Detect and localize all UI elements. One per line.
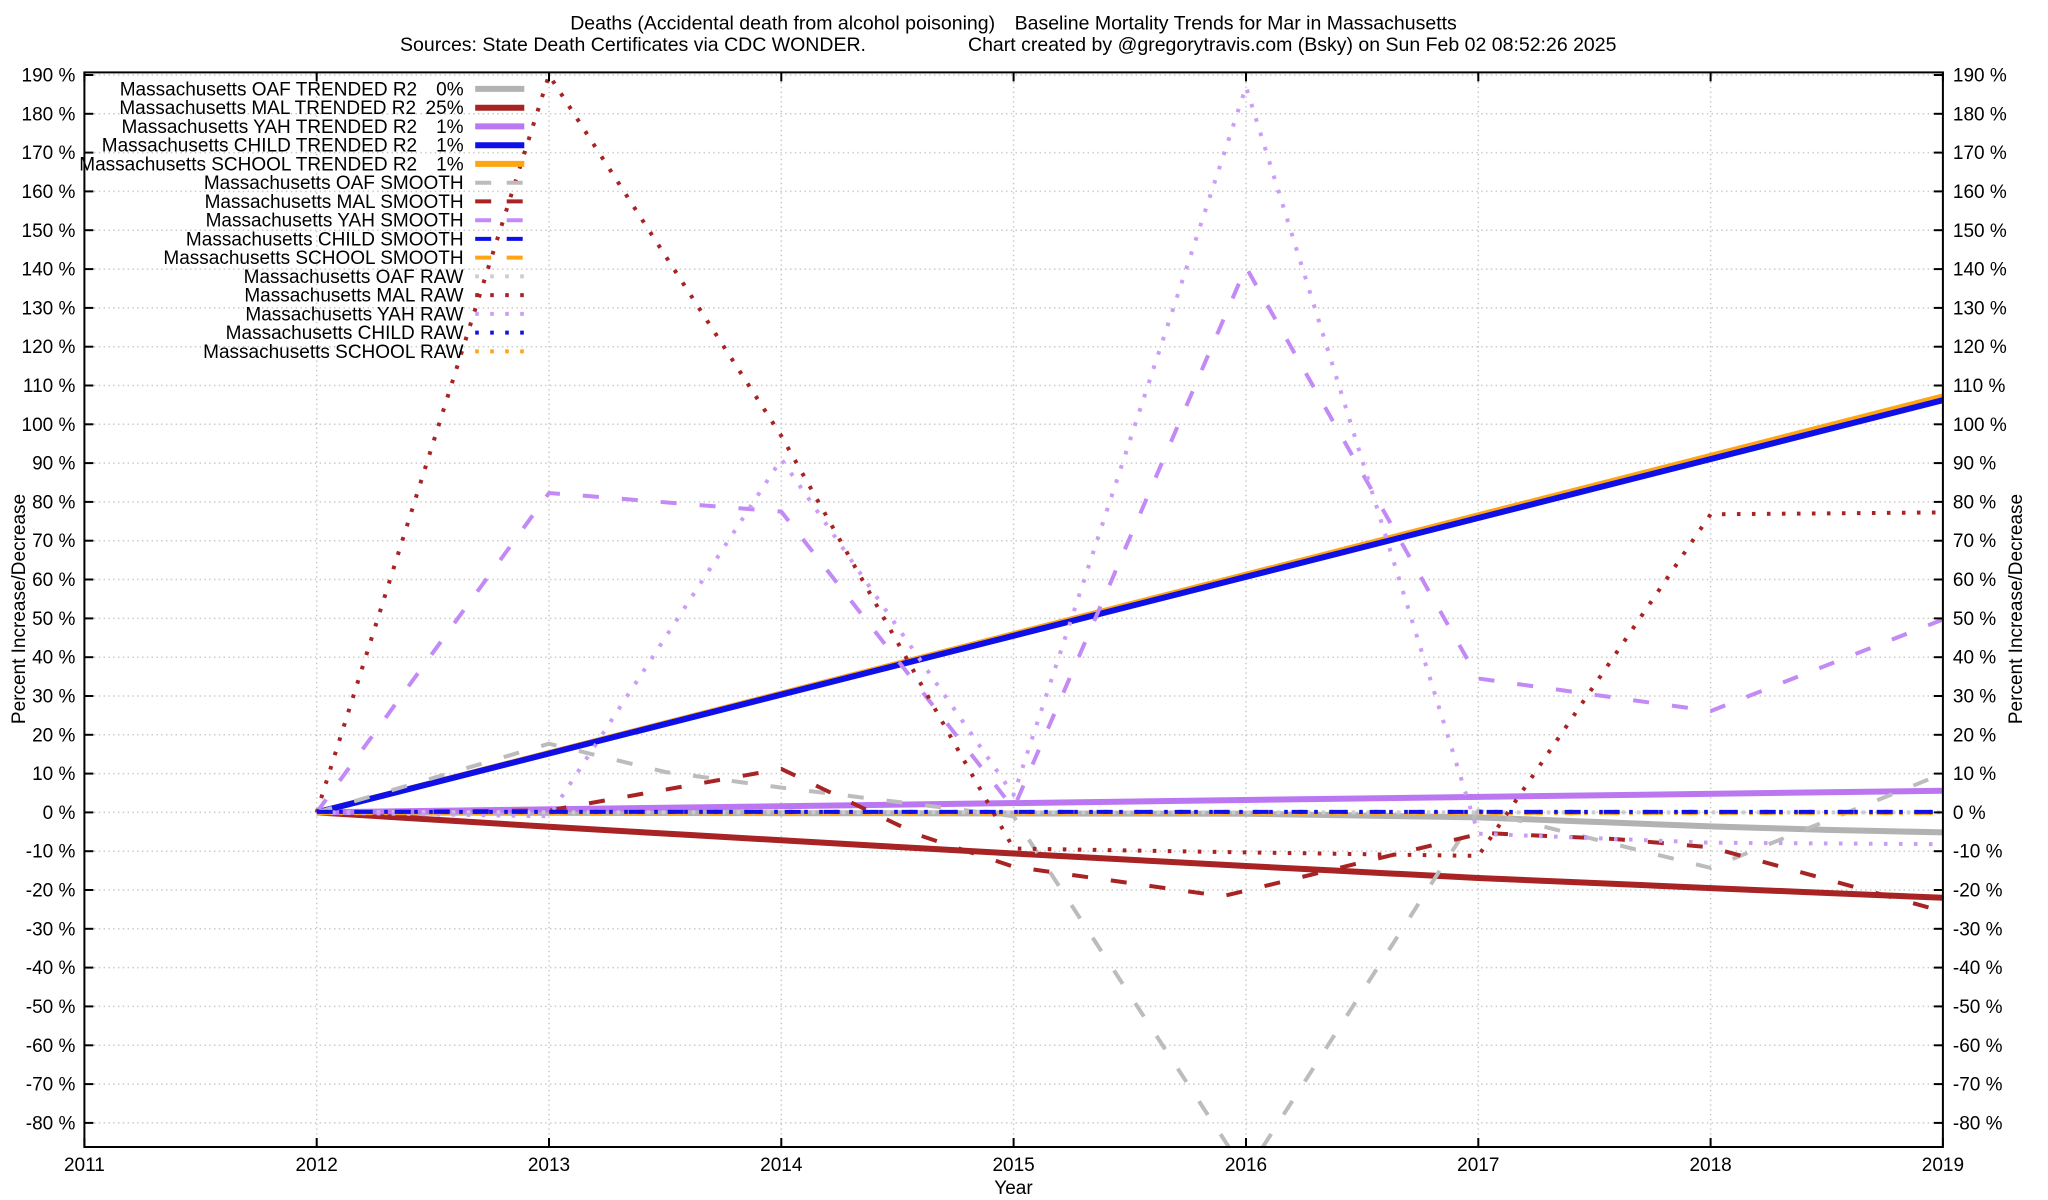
svg-text:Massachusetts CHILD TRENDED R2: Massachusetts CHILD TRENDED R2 1% — [102, 136, 464, 157]
svg-text:2011: 2011 — [64, 1155, 105, 1176]
svg-text:Percent Increase/Decrease: Percent Increase/Decrease — [2006, 494, 2027, 724]
svg-text:60 %: 60 % — [1953, 570, 1996, 591]
svg-text:2013: 2013 — [528, 1155, 570, 1176]
svg-text:0 %: 0 % — [43, 803, 76, 824]
svg-text:Sources: State Death Certifica: Sources: State Death Certificates via CD… — [400, 34, 866, 56]
svg-text:2016: 2016 — [1225, 1155, 1267, 1176]
svg-text:20 %: 20 % — [32, 725, 75, 746]
svg-text:30 %: 30 % — [1953, 687, 1996, 708]
svg-text:110 %: 110 % — [1953, 376, 2006, 397]
svg-text:190 %: 190 % — [22, 66, 76, 87]
svg-text:-40 %: -40 % — [26, 958, 76, 979]
svg-text:180 %: 180 % — [22, 104, 76, 125]
svg-text:0 %: 0 % — [1953, 803, 1986, 824]
svg-text:170 %: 170 % — [22, 143, 76, 164]
svg-text:170 %: 170 % — [1953, 143, 2007, 164]
svg-text:Massachusetts OAF SMOOTH: Massachusetts OAF SMOOTH — [204, 173, 464, 194]
svg-text:-70 %: -70 % — [1953, 1075, 2003, 1096]
svg-text:2014: 2014 — [760, 1155, 803, 1176]
svg-text:40 %: 40 % — [32, 648, 75, 669]
svg-text:-40 %: -40 % — [1953, 958, 2003, 979]
svg-text:Massachusetts MAL TRENDED R2 2: Massachusetts MAL TRENDED R2 25% — [119, 98, 463, 119]
svg-text:130 %: 130 % — [1953, 298, 2007, 319]
svg-text:-80 %: -80 % — [1953, 1113, 2003, 1134]
svg-text:90 %: 90 % — [1953, 454, 1996, 475]
svg-text:80 %: 80 % — [1953, 492, 1996, 513]
svg-text:Massachusetts CHILD SMOOTH: Massachusetts CHILD SMOOTH — [186, 229, 464, 250]
svg-text:Massachusetts YAH RAW: Massachusetts YAH RAW — [245, 304, 463, 325]
svg-text:-60 %: -60 % — [26, 1036, 76, 1057]
svg-text:Massachusetts SCHOOL SMOOTH: Massachusetts SCHOOL SMOOTH — [163, 248, 463, 269]
svg-text:-20 %: -20 % — [1953, 881, 2003, 902]
svg-text:2015: 2015 — [992, 1155, 1034, 1176]
svg-text:140 %: 140 % — [1953, 260, 2007, 281]
svg-text:-50 %: -50 % — [1953, 997, 2003, 1018]
svg-text:Massachusetts YAH SMOOTH: Massachusetts YAH SMOOTH — [206, 211, 464, 232]
svg-text:120 %: 120 % — [1953, 337, 2007, 358]
svg-text:-20 %: -20 % — [26, 881, 76, 902]
svg-text:-10 %: -10 % — [26, 842, 76, 863]
svg-text:110 %: 110 % — [23, 376, 76, 397]
svg-text:Percent Increase/Decrease: Percent Increase/Decrease — [9, 494, 30, 724]
svg-text:2018: 2018 — [1689, 1155, 1731, 1176]
svg-text:100 %: 100 % — [22, 415, 76, 436]
svg-text:-80 %: -80 % — [26, 1113, 76, 1134]
svg-text:-10 %: -10 % — [1953, 842, 2003, 863]
svg-text:-50 %: -50 % — [26, 997, 76, 1018]
svg-text:190 %: 190 % — [1953, 66, 2007, 87]
svg-text:Massachusetts OAF TRENDED R2: Massachusetts OAF TRENDED R2 0% — [120, 79, 464, 100]
svg-text:Chart created by @gregorytravi: Chart created by @gregorytravis.com (Bsk… — [968, 34, 1617, 56]
svg-text:100 %: 100 % — [1953, 415, 2007, 436]
svg-text:160 %: 160 % — [1953, 182, 2007, 203]
svg-text:Deaths (Accidental death from: Deaths (Accidental death from alcohol po… — [570, 13, 1457, 35]
svg-text:Massachusetts OAF RAW: Massachusetts OAF RAW — [244, 267, 464, 288]
svg-text:40 %: 40 % — [1953, 648, 1996, 669]
svg-text:70 %: 70 % — [32, 531, 75, 552]
svg-text:-30 %: -30 % — [26, 919, 76, 940]
svg-text:-30 %: -30 % — [1953, 919, 2003, 940]
svg-text:Massachusetts CHILD RAW: Massachusetts CHILD RAW — [226, 323, 464, 344]
svg-text:Massachusetts SCHOOL RAW: Massachusetts SCHOOL RAW — [203, 342, 464, 363]
svg-text:10 %: 10 % — [32, 764, 75, 785]
svg-text:Massachusetts MAL SMOOTH: Massachusetts MAL SMOOTH — [205, 192, 464, 213]
svg-text:90 %: 90 % — [32, 454, 75, 475]
svg-text:150 %: 150 % — [1953, 221, 2007, 242]
svg-text:50 %: 50 % — [1953, 609, 1996, 630]
svg-text:120 %: 120 % — [22, 337, 76, 358]
svg-text:2017: 2017 — [1457, 1155, 1499, 1176]
svg-text:Year: Year — [994, 1178, 1033, 1199]
svg-text:60 %: 60 % — [32, 570, 75, 591]
svg-text:Massachusetts MAL RAW: Massachusetts MAL RAW — [244, 286, 463, 307]
svg-text:2019: 2019 — [1922, 1155, 1964, 1176]
svg-text:Massachusetts SCHOOL TRENDED R: Massachusetts SCHOOL TRENDED R2 1% — [79, 154, 463, 175]
svg-text:Massachusetts YAH TRENDED R2: Massachusetts YAH TRENDED R2 1% — [121, 117, 463, 138]
svg-text:10 %: 10 % — [1953, 764, 1996, 785]
svg-text:2012: 2012 — [296, 1155, 338, 1176]
svg-text:180 %: 180 % — [1953, 104, 2007, 125]
svg-text:-60 %: -60 % — [1953, 1036, 2003, 1057]
svg-text:160 %: 160 % — [22, 182, 76, 203]
svg-text:70 %: 70 % — [1953, 531, 1996, 552]
svg-text:150 %: 150 % — [22, 221, 76, 242]
svg-text:20 %: 20 % — [1953, 725, 1996, 746]
svg-text:30 %: 30 % — [32, 687, 75, 708]
svg-text:140 %: 140 % — [22, 260, 76, 281]
svg-text:80 %: 80 % — [32, 492, 75, 513]
svg-text:-70 %: -70 % — [26, 1075, 76, 1096]
svg-text:130 %: 130 % — [22, 298, 76, 319]
svg-text:50 %: 50 % — [32, 609, 75, 630]
